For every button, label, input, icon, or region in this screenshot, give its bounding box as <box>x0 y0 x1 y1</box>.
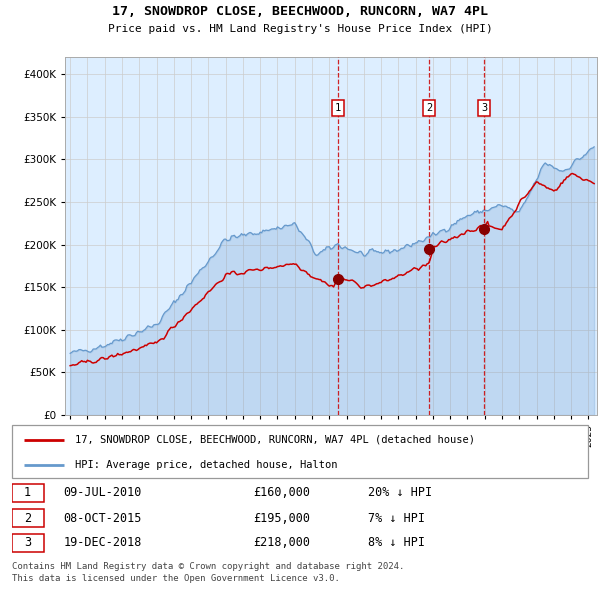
Text: 17, SNOWDROP CLOSE, BEECHWOOD, RUNCORN, WA7 4PL (detached house): 17, SNOWDROP CLOSE, BEECHWOOD, RUNCORN, … <box>76 435 475 445</box>
Text: £195,000: £195,000 <box>254 512 311 525</box>
Text: 2: 2 <box>24 512 31 525</box>
Text: 2: 2 <box>426 103 432 113</box>
Text: 3: 3 <box>24 536 31 549</box>
Text: 1: 1 <box>24 487 31 500</box>
Text: 19-DEC-2018: 19-DEC-2018 <box>64 536 142 549</box>
Text: 1: 1 <box>335 103 341 113</box>
Text: £218,000: £218,000 <box>254 536 311 549</box>
Text: This data is licensed under the Open Government Licence v3.0.: This data is licensed under the Open Gov… <box>12 574 340 583</box>
Text: Price paid vs. HM Land Registry's House Price Index (HPI): Price paid vs. HM Land Registry's House … <box>107 24 493 34</box>
Text: HPI: Average price, detached house, Halton: HPI: Average price, detached house, Halt… <box>76 460 338 470</box>
Text: 08-OCT-2015: 08-OCT-2015 <box>64 512 142 525</box>
Text: 7% ↓ HPI: 7% ↓ HPI <box>368 512 425 525</box>
Text: 09-JUL-2010: 09-JUL-2010 <box>64 487 142 500</box>
Bar <box>12 484 44 502</box>
Text: £160,000: £160,000 <box>254 487 311 500</box>
Bar <box>12 509 44 527</box>
Text: 8% ↓ HPI: 8% ↓ HPI <box>368 536 425 549</box>
Text: 20% ↓ HPI: 20% ↓ HPI <box>368 487 433 500</box>
Text: Contains HM Land Registry data © Crown copyright and database right 2024.: Contains HM Land Registry data © Crown c… <box>12 562 404 571</box>
Text: 3: 3 <box>481 103 487 113</box>
Bar <box>12 534 44 552</box>
Text: 17, SNOWDROP CLOSE, BEECHWOOD, RUNCORN, WA7 4PL: 17, SNOWDROP CLOSE, BEECHWOOD, RUNCORN, … <box>112 5 488 18</box>
